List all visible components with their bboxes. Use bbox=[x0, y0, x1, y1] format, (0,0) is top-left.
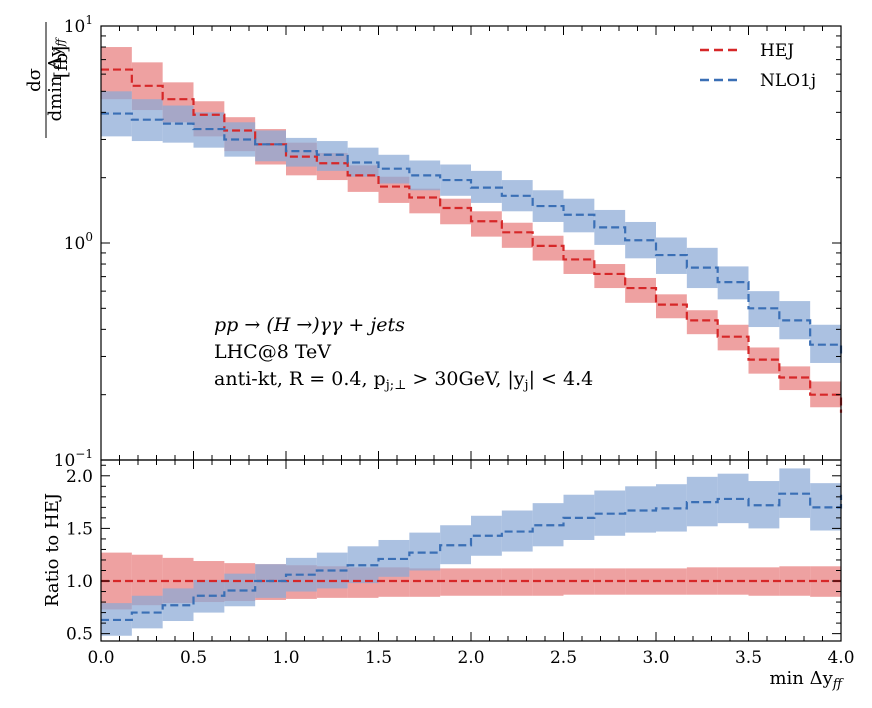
ratio-panel-frame bbox=[100, 459, 842, 642]
top-band-hej-bin-14 bbox=[532, 235, 564, 261]
ratio-band-nlo1j-bin-11 bbox=[440, 525, 471, 565]
legend-label-nlo1j: NLO1j bbox=[760, 71, 816, 91]
annotation-cuts: anti-kt, R = 0.4, pj;⊥ > 30GeV, |yj| < 4… bbox=[214, 368, 593, 393]
process-annotation: pp → (H →)γγ + jets LHC@8 TeV anti-kt, R… bbox=[214, 314, 593, 393]
ylabel-denominator: dmin Δyff bbox=[45, 36, 67, 121]
x-tick-label: 1.5 bbox=[365, 648, 392, 668]
x-tick-label: 4.0 bbox=[827, 648, 854, 668]
legend-label-hej: HEJ bbox=[760, 41, 794, 61]
y-tick-label: 10−1 bbox=[54, 447, 93, 471]
ratio-band-nlo1j-bin-21 bbox=[748, 481, 780, 529]
x-tick-label: 1.0 bbox=[272, 648, 299, 668]
ratio-band-nlo1j-bin-18 bbox=[656, 484, 687, 532]
x-tick-label: 3.5 bbox=[735, 648, 762, 668]
ratio-band-hej-bin-15 bbox=[563, 568, 595, 595]
ratio-panel-lines bbox=[101, 492, 843, 622]
ratio-line-nlo1j bbox=[101, 492, 843, 622]
x-tick-label: 0.0 bbox=[87, 648, 114, 668]
top-band-hej-bin-15 bbox=[563, 249, 595, 274]
top-band-hej-bin-10 bbox=[409, 188, 441, 214]
xlabel: min Δyff bbox=[769, 668, 844, 692]
x-tick-label: 3.0 bbox=[642, 648, 669, 668]
top-band-hej-bin-12 bbox=[471, 211, 502, 237]
annotation-collider: LHC@8 TeV bbox=[214, 341, 331, 363]
top-band-hej-bin-0 bbox=[101, 47, 132, 100]
ratio-y-tick-label: 2.0 bbox=[66, 467, 93, 487]
top-ylabel: dσ dmin Δyff bbox=[24, 22, 67, 138]
top-panel-bands bbox=[101, 47, 841, 408]
ratio-y-tick-label: 1.5 bbox=[66, 519, 93, 539]
ratio-ylabel: Ratio to HEJ bbox=[42, 493, 63, 607]
top-band-nlo1j-bin-7 bbox=[316, 141, 348, 171]
tick-labels: 0.0 0.5 1.0 1.5 2.0 2.5 3.0 3.5 4.0 101 100 10−1 0.5… bbox=[54, 13, 855, 668]
top-line-hej bbox=[101, 68, 843, 413]
top-band-hej-bin-13 bbox=[501, 222, 533, 248]
top-band-hej-bin-11 bbox=[440, 198, 471, 225]
ylabel-unit: [fb] bbox=[51, 46, 72, 78]
x-tick-label: 2.5 bbox=[550, 648, 577, 668]
ratio-band-hej-bin-10 bbox=[409, 568, 441, 597]
top-line-nlo1j bbox=[101, 112, 843, 357]
ratio-y-tick-label: 0.5 bbox=[66, 625, 93, 645]
ylabel-numerator: dσ bbox=[24, 68, 45, 92]
y-tick-label: 101 bbox=[64, 13, 93, 37]
top-band-nlo1j-bin-16 bbox=[594, 209, 626, 245]
ratio-panel-bands bbox=[101, 468, 841, 636]
annotation-process: pp → (H →)γγ + jets bbox=[214, 314, 405, 336]
top-band-nlo1j-bin-5 bbox=[255, 130, 286, 162]
axis-ticks bbox=[100, 25, 842, 641]
top-band-hej-bin-19 bbox=[686, 310, 718, 335]
top-band-hej-bin-16 bbox=[594, 264, 626, 289]
top-band-hej-bin-17 bbox=[625, 277, 656, 303]
ratio-y-tick-label: 1.0 bbox=[66, 572, 93, 592]
legend: HEJ NLO1j bbox=[700, 41, 816, 91]
x-tick-label: 2.0 bbox=[457, 648, 484, 668]
y-tick-label: 100 bbox=[64, 230, 93, 254]
top-band-nlo1j-bin-6 bbox=[286, 137, 317, 167]
top-band-hej-bin-18 bbox=[656, 294, 687, 319]
top-panel-frame bbox=[100, 25, 842, 461]
x-tick-label: 0.5 bbox=[180, 648, 207, 668]
ratio-band-hej-bin-22 bbox=[779, 566, 811, 596]
top-panel-lines bbox=[101, 68, 843, 413]
